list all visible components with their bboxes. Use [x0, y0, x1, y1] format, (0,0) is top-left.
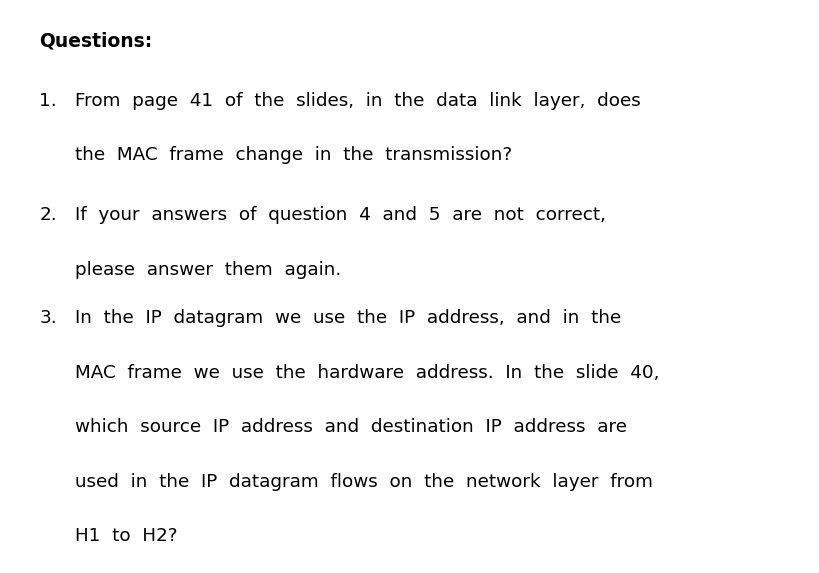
Text: used  in  the  IP  datagram  flows  on  the  network  layer  from: used in the IP datagram flows on the net…	[75, 473, 653, 490]
Text: 1.: 1.	[39, 92, 57, 109]
Text: From  page  41  of  the  slides,  in  the  data  link  layer,  does: From page 41 of the slides, in the data …	[75, 92, 640, 109]
Text: please  answer  them  again.: please answer them again.	[75, 261, 342, 278]
Text: If  your  answers  of  question  4  and  5  are  not  correct,: If your answers of question 4 and 5 are …	[75, 206, 605, 224]
Text: 2.: 2.	[39, 206, 57, 224]
Text: Questions:: Questions:	[39, 32, 152, 50]
Text: which  source  IP  address  and  destination  IP  address  are: which source IP address and destination …	[75, 418, 627, 436]
Text: the  MAC  frame  change  in  the  transmission?: the MAC frame change in the transmission…	[75, 146, 512, 164]
Text: H1  to  H2?: H1 to H2?	[75, 527, 178, 545]
Text: In  the  IP  datagram  we  use  the  IP  address,  and  in  the: In the IP datagram we use the IP address…	[75, 309, 621, 327]
Text: 3.: 3.	[39, 309, 57, 327]
Text: MAC  frame  we  use  the  hardware  address.  In  the  slide  40,: MAC frame we use the hardware address. I…	[75, 364, 659, 382]
